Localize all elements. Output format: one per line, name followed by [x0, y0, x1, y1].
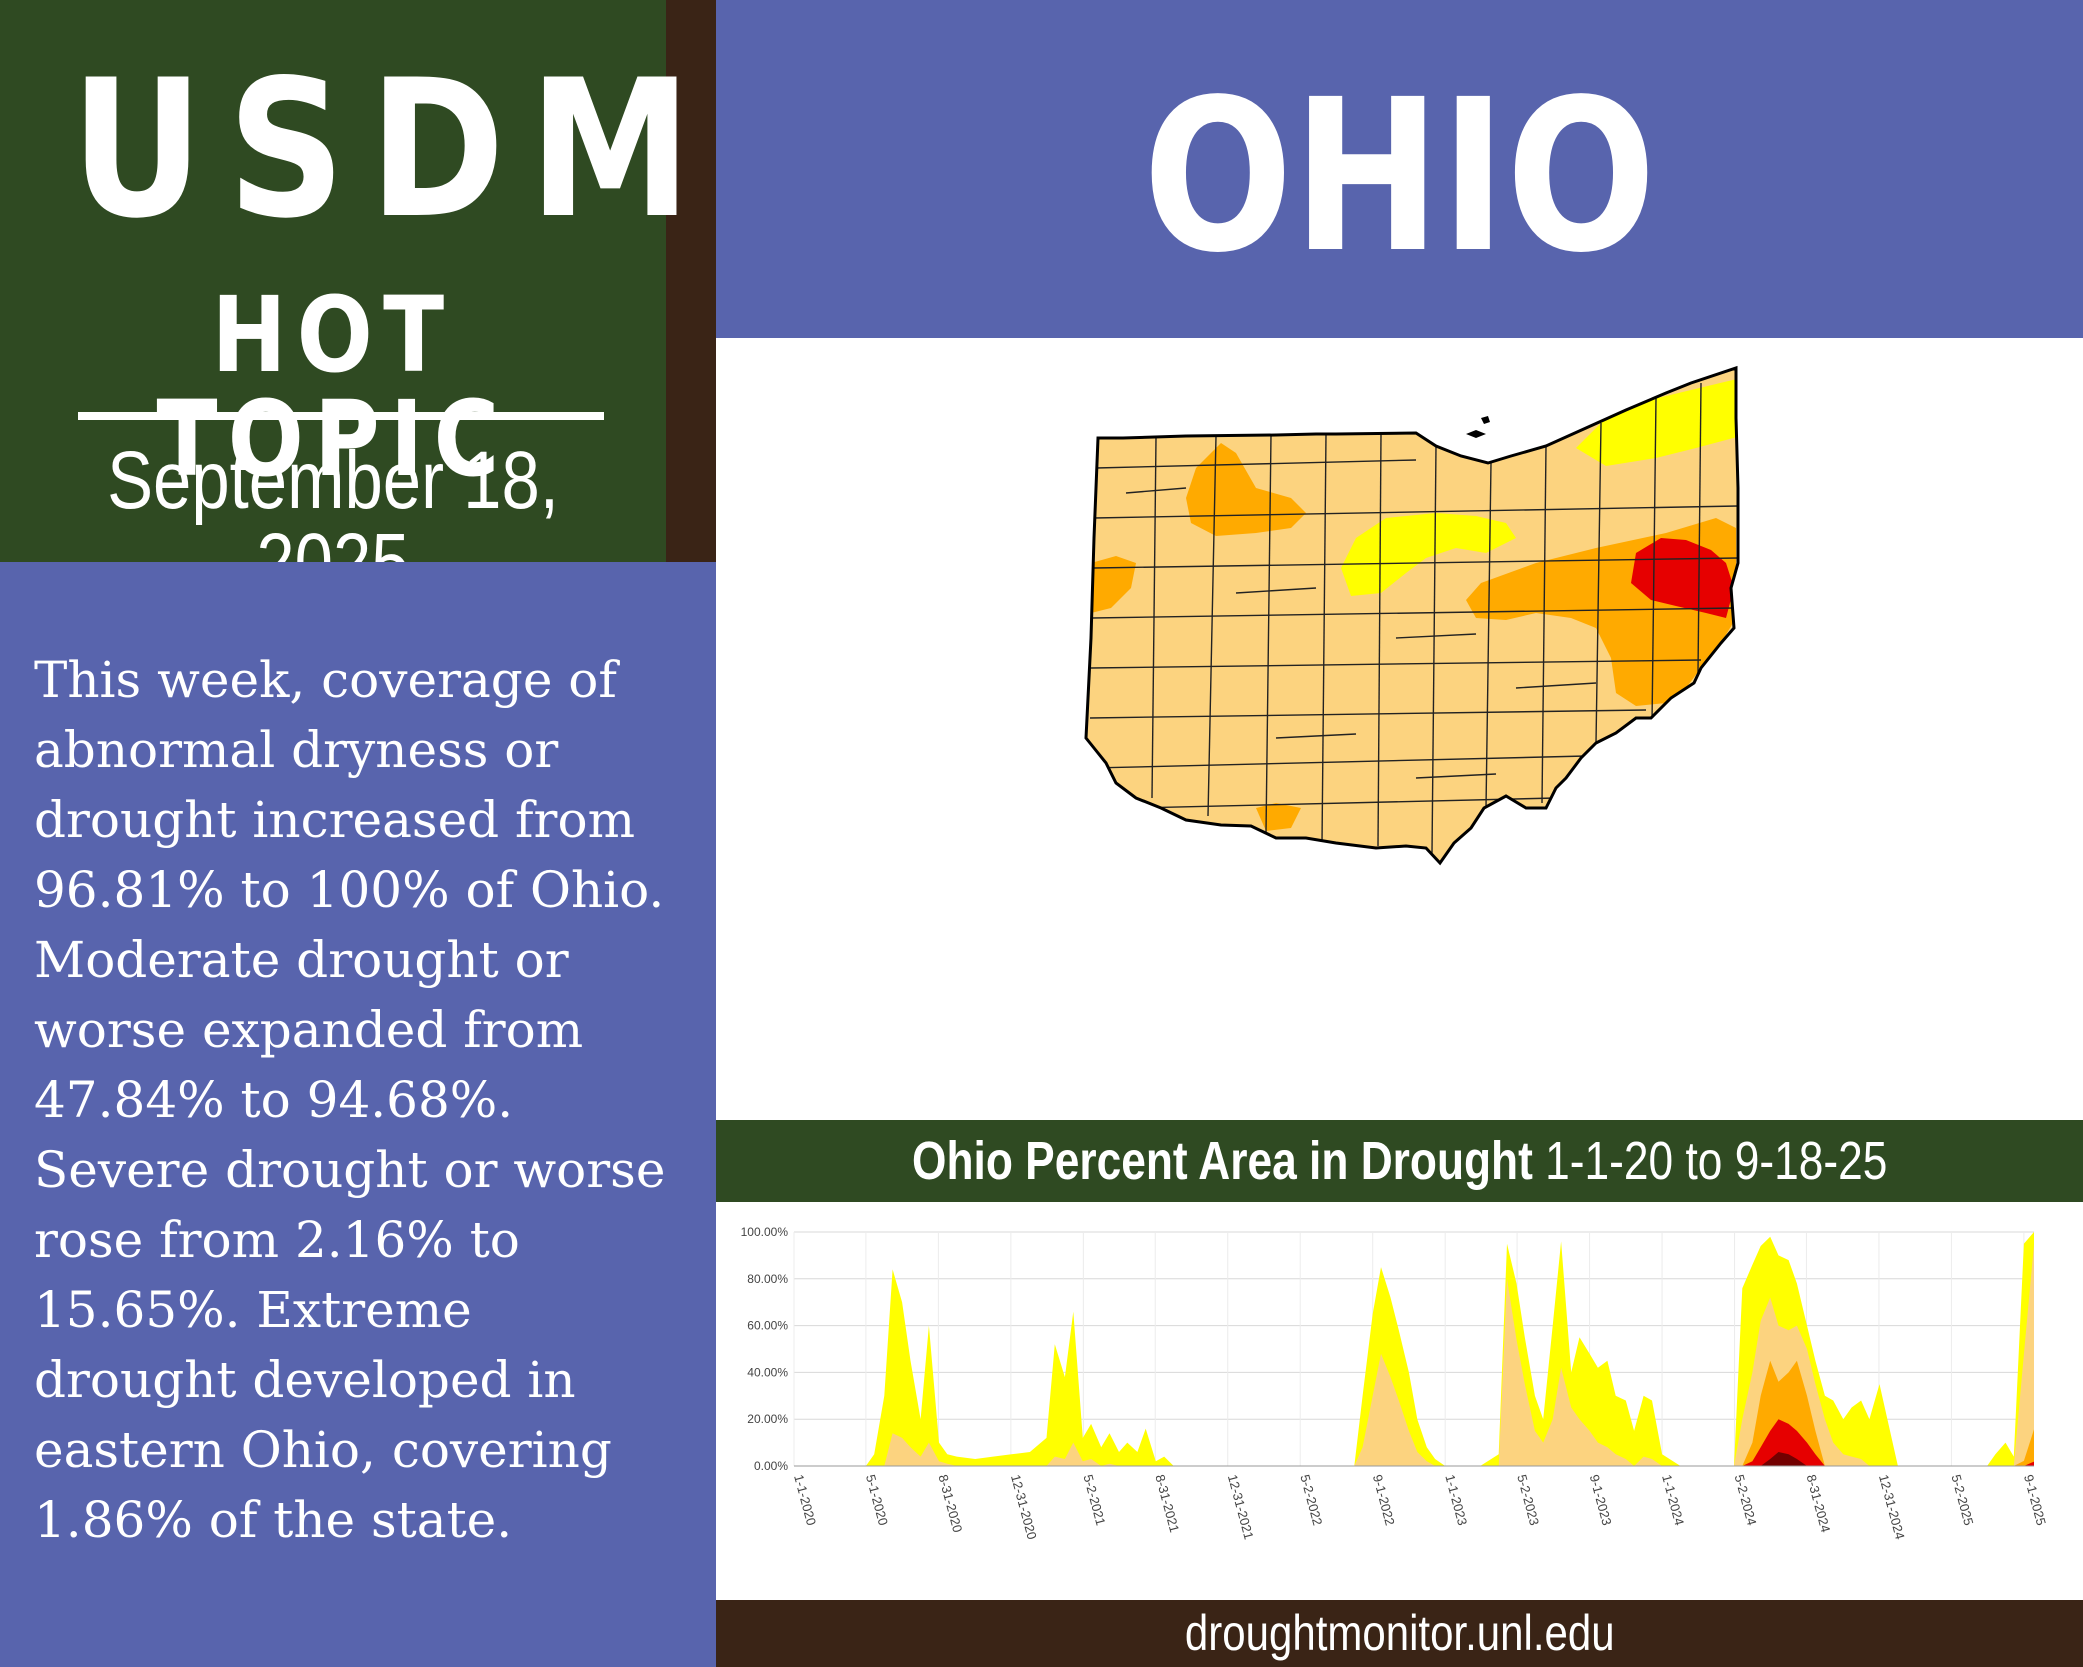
- x-tick-label: 9-1-2025: [2021, 1473, 2049, 1527]
- x-tick-label: 8-31-2020: [935, 1473, 965, 1534]
- drought-area-chart: 100.00%80.00%60.00%40.00%20.00%0.00%1-1-…: [741, 1225, 2049, 1541]
- d0-area-central: [1341, 513, 1516, 596]
- header-panel: USDM HOT TOPIC September 18, 2025: [0, 0, 716, 604]
- chart-panel: 100.00% 80.00% 60.00% 40.00% 20.00% 0.00% 1-1-…: [716, 1202, 2083, 1600]
- chart-title-range: 1-1-20 to 9-18-25: [1544, 1131, 1888, 1191]
- x-tick-label: 12-31-2020: [1008, 1473, 1040, 1541]
- x-tick-label: 1-1-2020: [791, 1473, 819, 1527]
- lake-erie-islands: [1466, 416, 1490, 438]
- y-tick-label: 60.00%: [747, 1319, 788, 1333]
- map-panel: [716, 338, 2083, 1120]
- chart-title-bar: Ohio Percent Area in Drought 1-1-20 to 9…: [716, 1120, 2083, 1202]
- area-series-4: [794, 1452, 2034, 1466]
- x-tick-label: 5-2-2024: [1732, 1473, 1760, 1527]
- state-title: OHIO: [1142, 54, 1657, 299]
- hot-topic-title: HOT TOPIC: [156, 274, 510, 500]
- header-divider: [78, 412, 604, 420]
- x-tick-label: 5-2-2025: [1949, 1473, 1977, 1527]
- summary-panel: [0, 562, 716, 1667]
- x-tick-label: 9-1-2022: [1370, 1473, 1398, 1527]
- x-tick-label: 12-31-2024: [1876, 1473, 1908, 1541]
- x-tick-label: 12-31-2021: [1225, 1473, 1257, 1541]
- x-tick-label: 9-1-2023: [1587, 1473, 1615, 1527]
- chart-title-main: Ohio Percent Area in Drought: [911, 1131, 1533, 1191]
- x-tick-label: 5-2-2023: [1514, 1473, 1542, 1527]
- ohio-drought-map: [1084, 366, 1740, 865]
- footer-bar: droughtmonitor.unl.edu: [716, 1600, 2083, 1667]
- x-tick-label: 5-1-2020: [863, 1473, 891, 1527]
- x-tick-label: 5-2-2021: [1080, 1473, 1108, 1527]
- x-tick-label: 8-31-2024: [1804, 1473, 1834, 1534]
- area-series-0: [794, 1232, 2034, 1466]
- footer-url[interactable]: droughtmonitor.unl.edu: [1184, 1605, 1615, 1661]
- y-tick-label: 40.00%: [747, 1365, 788, 1379]
- d2-area-south: [1256, 803, 1301, 831]
- summary-text: This week, coverage of abnormal dryness …: [34, 651, 666, 1549]
- county-lines: [1089, 382, 1738, 854]
- y-tick-label: 0.00%: [754, 1459, 788, 1473]
- x-tick-label: 8-31-2021: [1152, 1473, 1182, 1534]
- d2-area-west: [1091, 556, 1136, 613]
- y-tick-label: 80.00%: [747, 1272, 788, 1286]
- x-tick-label: 5-2-2022: [1297, 1473, 1325, 1527]
- y-tick-label: 20.00%: [747, 1412, 788, 1426]
- area-series-3: [794, 1419, 2034, 1466]
- usdm-title: USDM: [70, 39, 716, 260]
- x-tick-label: 1-1-2023: [1442, 1473, 1470, 1527]
- state-title-box: OHIO: [716, 0, 2083, 338]
- chart-title: Ohio Percent Area in Drought 1-1-20 to 9…: [912, 1120, 1887, 1202]
- y-tick-label: 100.00%: [741, 1225, 789, 1239]
- area-series-2: [794, 1360, 2034, 1466]
- background-strip: [666, 0, 716, 560]
- area-series-1: [794, 1244, 2034, 1466]
- x-tick-label: 1-1-2024: [1659, 1473, 1687, 1527]
